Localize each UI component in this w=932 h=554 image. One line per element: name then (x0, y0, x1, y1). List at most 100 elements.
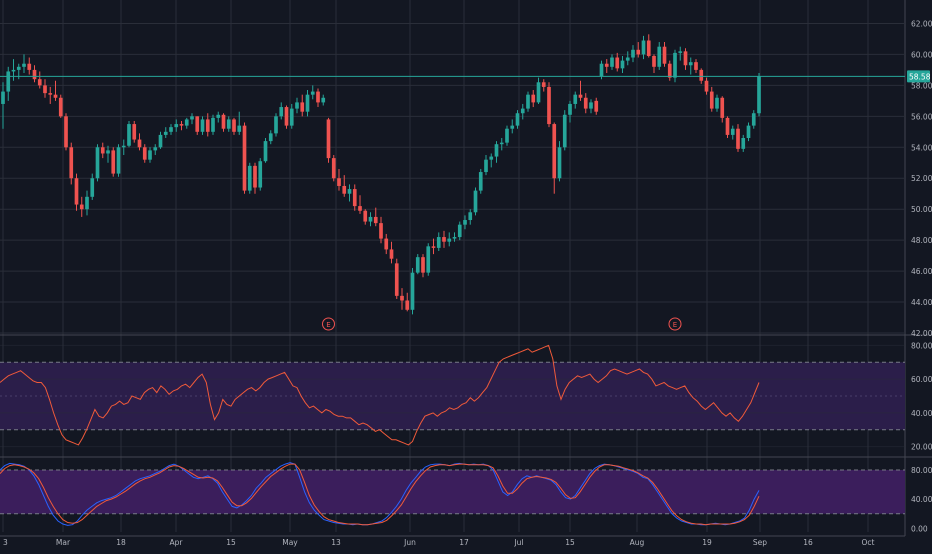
current-price-badge (907, 70, 930, 83)
candle-down (253, 165, 257, 188)
candle-down (111, 150, 116, 174)
candle-down (547, 86, 551, 125)
candle-up (478, 172, 483, 191)
candle-down (552, 124, 557, 179)
earnings-marker-label: E (326, 321, 330, 329)
candle-down (205, 119, 210, 132)
candle-up (274, 116, 278, 134)
candle-up (247, 165, 252, 191)
candle-up (673, 52, 677, 78)
candle-up (153, 147, 158, 151)
candle-down (736, 128, 740, 149)
x-tick-label: May (282, 538, 298, 547)
candle-down (373, 216, 378, 224)
x-tick-label: 17 (459, 538, 469, 547)
candle-down (337, 178, 341, 186)
candle-up (751, 113, 756, 126)
candle-up (631, 49, 635, 58)
candle-up (468, 212, 473, 221)
candle-up (573, 94, 578, 104)
candle-down (284, 107, 289, 126)
candle-down (352, 189, 357, 207)
candle-up (1, 91, 5, 104)
candle-up (426, 246, 431, 273)
candle-down (683, 51, 688, 66)
x-tick-label: Oct (862, 538, 875, 547)
candle-down (195, 116, 200, 132)
x-tick-label: 19 (702, 538, 712, 547)
candle-down (43, 85, 47, 94)
x-tick-label: Aug (630, 538, 645, 547)
candle-down (221, 114, 226, 129)
candle-up (505, 128, 509, 143)
candle-up (499, 142, 504, 145)
candle-down (69, 147, 74, 179)
candle-down (704, 80, 709, 92)
candle-down (27, 63, 32, 70)
x-tick-label: Sep (753, 538, 767, 547)
candle-up (484, 159, 488, 173)
candle-down (421, 257, 425, 273)
price-tick-label: 62.00 (911, 19, 932, 28)
x-tick-label: 13 (331, 538, 341, 547)
candle-up (678, 51, 683, 53)
candle-up (368, 216, 373, 222)
stoch-tick-label: 80.00 (911, 466, 932, 475)
candle-down (179, 124, 184, 126)
candle-down (100, 147, 105, 154)
candle-up (520, 108, 525, 114)
candle-down (379, 223, 383, 239)
candle-up (436, 237, 441, 248)
candle-down (541, 82, 546, 87)
price-tick-label: 42.00 (911, 329, 932, 338)
candle-up (184, 119, 189, 126)
candle-down (132, 124, 137, 140)
candle-down (48, 93, 53, 95)
candle-down (400, 295, 404, 301)
candle-up (599, 63, 604, 77)
candle-down (604, 63, 609, 67)
candle-up (11, 69, 16, 72)
candle-down (142, 147, 147, 160)
price-tick-label: 46.00 (911, 267, 932, 276)
x-tick-label: 16 (803, 538, 813, 547)
stoch-d-line (0, 463, 760, 526)
candle-up (258, 161, 263, 188)
candle-up (515, 113, 520, 126)
candle-up (310, 91, 315, 95)
rsi-tick-label: 80.00 (911, 341, 932, 350)
candle-down (331, 158, 336, 179)
candle-down (720, 97, 725, 118)
candle-up (625, 57, 630, 61)
candle-down (37, 79, 42, 86)
candle-up (457, 224, 462, 238)
rsi-tick-label: 20.00 (911, 443, 932, 452)
earnings-marker[interactable] (668, 317, 682, 331)
stoch-tick-label: 0.00 (911, 524, 928, 533)
price-tick-label: 52.00 (911, 174, 932, 183)
candle-down (342, 185, 347, 194)
candle-up (452, 237, 457, 239)
current-price-label: 58.58 (909, 72, 931, 81)
candle-down (594, 100, 599, 112)
candle-down (58, 97, 63, 117)
candle-down (583, 97, 588, 109)
candle-up (211, 117, 215, 132)
candle-down (300, 102, 305, 112)
price-tick-label: 60.00 (911, 50, 932, 59)
candle-down (232, 119, 236, 132)
candle-up (715, 97, 719, 109)
earnings-marker[interactable] (322, 317, 335, 331)
candle-down (316, 91, 320, 103)
candle-down (358, 206, 362, 211)
candle-up (127, 124, 131, 146)
candle-up (415, 257, 420, 273)
candle-down (709, 91, 714, 109)
candle-down (725, 117, 730, 135)
candle-down (636, 49, 641, 55)
candle-down (384, 238, 389, 250)
x-tick-label: 18 (116, 538, 126, 547)
candle-down (662, 46, 667, 64)
